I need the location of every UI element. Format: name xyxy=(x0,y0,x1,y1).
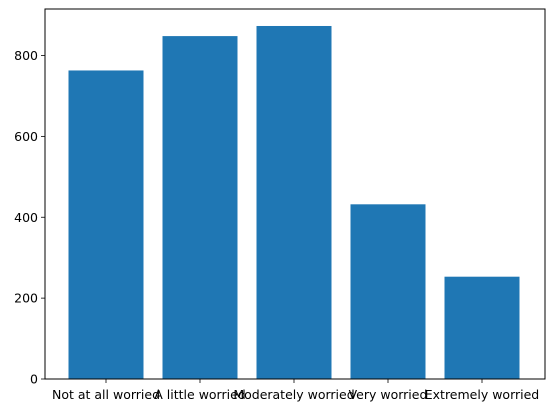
y-tick-label: 400 xyxy=(14,210,38,225)
plot-frame xyxy=(44,8,546,380)
x-tick-label: Very worried xyxy=(349,387,428,402)
y-axis: 0 200 400 600 800 xyxy=(14,48,45,387)
y-tick-label: 0 xyxy=(30,372,38,387)
bar-3 xyxy=(350,204,426,379)
bar-2 xyxy=(256,25,332,379)
bars-group xyxy=(68,25,520,379)
x-tick-label: Not at all worried xyxy=(52,387,160,402)
x-tick-label: Extremely worried xyxy=(425,387,540,402)
bar-1 xyxy=(162,36,238,379)
y-tick-label: 200 xyxy=(14,291,38,306)
x-tick-label: A little worried xyxy=(154,387,245,402)
bar-0 xyxy=(68,70,144,379)
bar-4 xyxy=(444,276,520,379)
x-tick-label: Moderately worried xyxy=(233,387,354,402)
y-tick-label: 600 xyxy=(14,129,38,144)
y-tick-label: 800 xyxy=(14,48,38,63)
